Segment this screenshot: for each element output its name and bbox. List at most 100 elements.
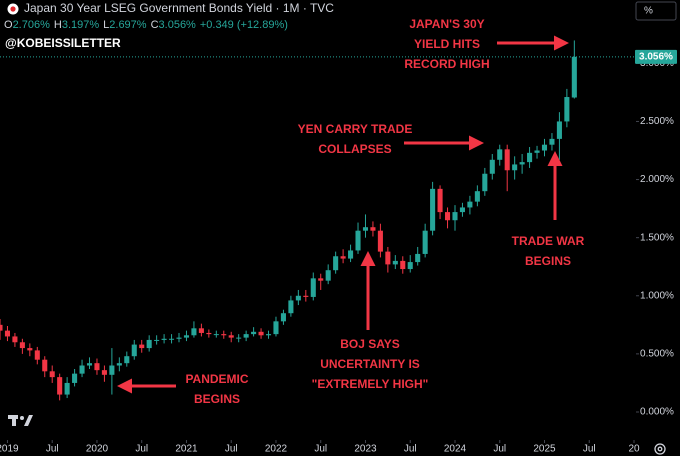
candle-body — [124, 356, 130, 364]
ohlc-change: +0.349 (+12.89%) — [200, 19, 288, 31]
y-tick-label: 2.000% — [640, 174, 674, 185]
gear-ring[interactable] — [654, 443, 666, 455]
candle-body — [183, 335, 190, 338]
candle-body — [549, 138, 555, 145]
ohlc-legend: O2.706% H3.197% L2.697% C3.056% +0.349 (+12.… — [4, 19, 288, 31]
annotation-text: YEN CARRY TRADE — [298, 122, 413, 136]
candle-body — [154, 339, 160, 341]
candle-body — [0, 324, 3, 331]
scale-button[interactable] — [635, 1, 677, 21]
candle-body — [198, 328, 204, 333]
candle-body — [415, 253, 421, 263]
candle-body — [504, 149, 510, 171]
annotation-text: TRADE WAR — [512, 234, 585, 248]
scale-button-label[interactable]: % — [644, 6, 653, 17]
ohlc-value: 3.056% — [159, 19, 197, 31]
candle-body — [101, 370, 107, 375]
candle-body — [139, 344, 145, 349]
x-tick-label: 20 — [628, 444, 640, 455]
candle-body — [556, 121, 562, 139]
y-tick-label: 1.500% — [640, 232, 674, 243]
logo-part — [24, 415, 33, 426]
logo-part — [20, 416, 24, 420]
candle-body — [228, 335, 234, 338]
annotation-text: YIELD HITS — [414, 37, 480, 51]
x-tick-label: Jul — [583, 444, 596, 455]
candle-body — [295, 295, 301, 301]
candle-body — [362, 227, 369, 231]
candle-body — [512, 164, 518, 171]
annotation-text: COLLAPSES — [318, 142, 391, 156]
ohlc-key: O — [4, 19, 13, 31]
candle-body — [206, 332, 212, 335]
candle-body — [437, 188, 443, 213]
candle-body — [422, 230, 428, 254]
candle-body — [467, 201, 473, 208]
logo-part — [12, 415, 16, 426]
candle-body — [534, 150, 540, 153]
x-tick-label: Jul — [493, 444, 506, 455]
candle-body — [236, 337, 242, 339]
candle-body — [348, 250, 354, 259]
candle-body — [377, 230, 383, 252]
chart-title: Japan 30 Year LSEG Government Bonds Yiel… — [24, 1, 334, 15]
annotation-text: RECORD HIGH — [404, 57, 489, 71]
x-tick-label: 2019 — [0, 444, 19, 455]
last-price-box — [635, 49, 677, 64]
candle-body — [86, 363, 93, 366]
candle-body — [265, 334, 272, 336]
candle-body — [251, 331, 257, 335]
candle-body — [333, 256, 339, 271]
candle-body — [452, 212, 458, 221]
annotation-text: JAPAN'S 30Y — [409, 17, 484, 31]
x-tick-label: 2023 — [354, 444, 377, 455]
y-tick-label: 0.500% — [640, 349, 674, 360]
candle-body — [42, 359, 48, 372]
candle-body — [444, 212, 451, 221]
candle-body — [72, 373, 78, 383]
candle-body — [213, 334, 219, 336]
candle-body — [64, 382, 70, 395]
candle-body — [169, 338, 175, 340]
candle-body — [4, 330, 10, 337]
candle-body — [109, 365, 115, 375]
annotation-text: BEGINS — [525, 254, 571, 268]
candle-body — [400, 260, 406, 270]
x-tick-label: Jul — [225, 444, 238, 455]
candle-body — [79, 365, 85, 374]
candle-body — [19, 342, 25, 349]
candle-body — [310, 278, 316, 297]
y-tick-label: 0.000% — [640, 407, 674, 418]
gear-center[interactable] — [657, 446, 663, 452]
settings-icon[interactable] — [654, 443, 666, 455]
candle-body — [27, 348, 33, 351]
candle-body — [407, 262, 413, 270]
candle-body — [482, 173, 488, 192]
x-tick-label: 2024 — [444, 444, 467, 455]
ohlc-key: H — [54, 19, 62, 31]
candle-body — [303, 295, 309, 297]
candle-body — [340, 256, 346, 259]
candle-body — [385, 251, 391, 265]
candle-body — [355, 230, 361, 251]
x-tick-label: Jul — [404, 444, 417, 455]
ohlc-value: 2.706% — [13, 19, 51, 31]
candle-body — [221, 334, 227, 336]
candle-body — [57, 377, 63, 395]
x-tick-label: 2022 — [265, 444, 288, 455]
x-tick-label: 2025 — [533, 444, 556, 455]
candle-body — [273, 321, 279, 335]
candle-body — [176, 337, 182, 339]
candle-body — [430, 188, 436, 231]
candle-body — [497, 149, 503, 160]
candle-body — [34, 350, 40, 360]
flag-dot — [10, 6, 16, 12]
watermark: @KOBEISSILETTER — [5, 36, 121, 50]
candle-body — [288, 300, 294, 314]
candle-body — [146, 339, 152, 349]
y-tick-label: 2.500% — [640, 116, 674, 127]
candle-body — [243, 334, 249, 338]
candle-body — [325, 270, 331, 281]
x-tick-label: Jul — [314, 444, 327, 455]
